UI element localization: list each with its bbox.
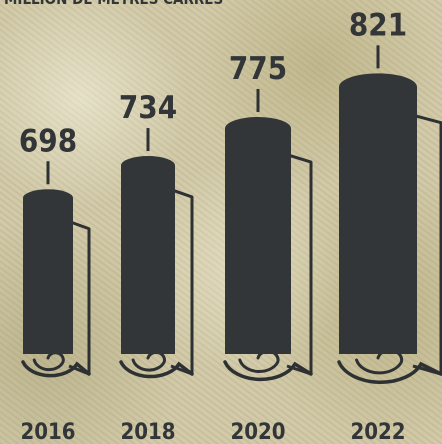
- roll-spiral-outer-2022: [337, 360, 442, 384]
- roll-spiral-inner-2018: [131, 350, 166, 372]
- bar-body-2016: [23, 198, 73, 354]
- roll-bar-2022: 821 2022: [337, 7, 442, 444]
- roll-spiral-outer-2018: [119, 360, 194, 379]
- value-label-2022: 821: [349, 7, 407, 43]
- unit-label: MILLION DE MÈTRES CARRÉS: [4, 0, 223, 8]
- bar-cap-2022: [339, 73, 417, 101]
- sheet-flap-2022: [410, 113, 442, 376]
- roll-bar-2016: 698 2016: [19, 123, 91, 444]
- value-label-2016: 698: [19, 123, 77, 159]
- category-label-2020: 2020: [230, 420, 285, 444]
- roll-bar-2018: 734 2018: [119, 90, 194, 444]
- roll-bar-2020: 775 2020: [223, 51, 313, 444]
- roll-spiral-inner-2016: [32, 351, 65, 372]
- value-label-2018: 734: [119, 90, 177, 126]
- bar-body-2022: [339, 87, 417, 354]
- roll-spiral-inner-2020: [238, 349, 280, 373]
- bars-layer: 698 2016 734 2018 775 2020 821 2022: [19, 7, 442, 444]
- roll-spiral-outer-2016: [21, 360, 91, 378]
- bar-cap-2018: [121, 156, 175, 175]
- bar-body-2020: [225, 128, 291, 354]
- bar-cap-2016: [23, 189, 73, 207]
- bar-cap-2020: [225, 116, 291, 141]
- sheet-flap-2020: [284, 152, 313, 376]
- category-label-2016: 2016: [20, 420, 75, 444]
- sheet-flap-2016: [66, 219, 91, 376]
- bar-body-2018: [121, 165, 175, 354]
- value-label-2020: 775: [229, 51, 287, 87]
- sheet-flap-2018: [168, 187, 194, 376]
- category-label-2018: 2018: [120, 420, 175, 444]
- category-label-2022: 2022: [350, 420, 405, 444]
- roll-spiral-outer-2020: [223, 360, 313, 382]
